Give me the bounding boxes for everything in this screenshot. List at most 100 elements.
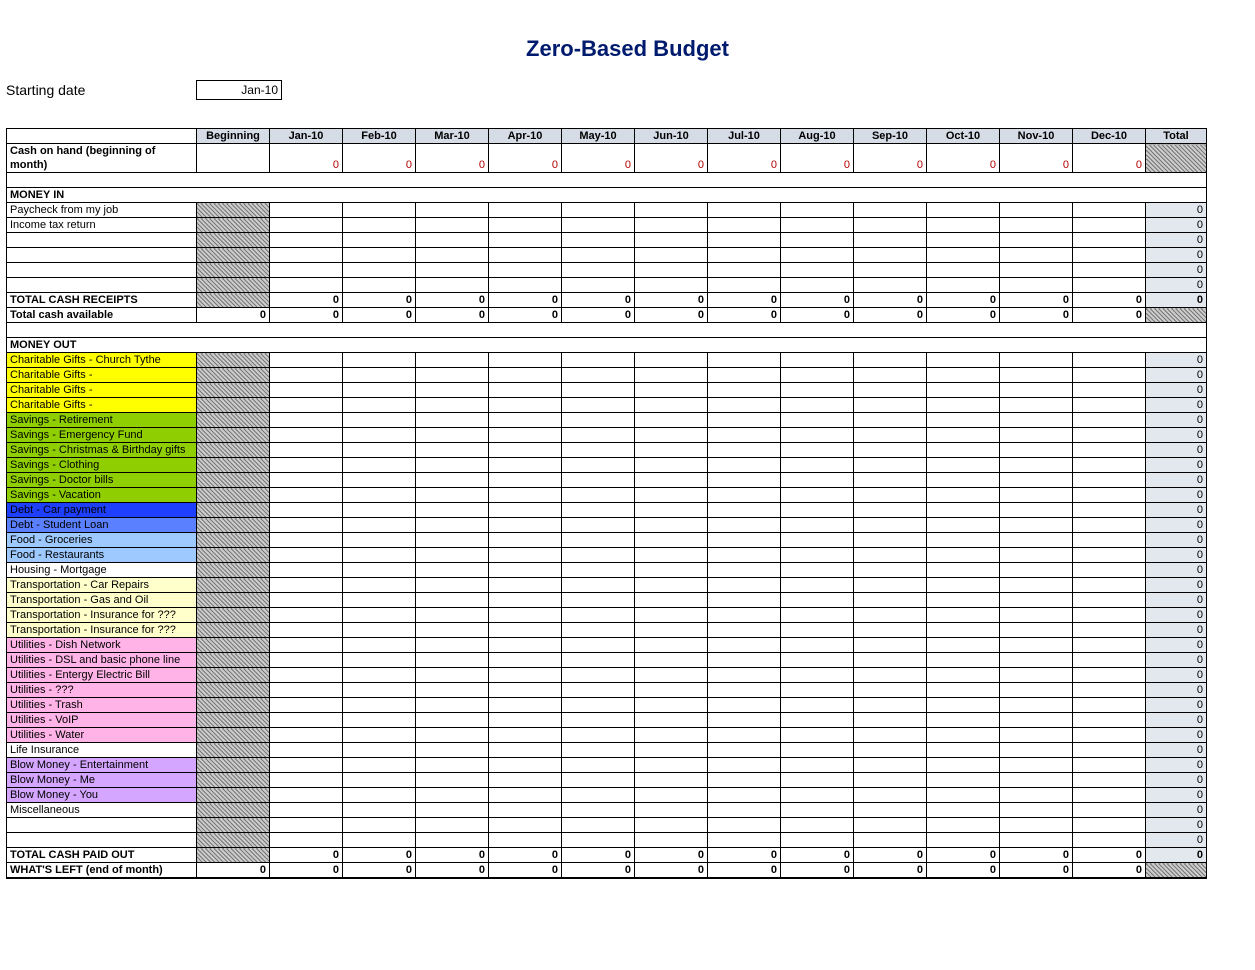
- cell-month[interactable]: [1000, 638, 1073, 653]
- cell-month[interactable]: [1000, 818, 1073, 833]
- cell-month[interactable]: [416, 788, 489, 803]
- cell-month[interactable]: [927, 563, 1000, 578]
- cell-month[interactable]: [1000, 653, 1073, 668]
- cell-month[interactable]: 0: [781, 293, 854, 308]
- cell-month[interactable]: [343, 518, 416, 533]
- cell-month[interactable]: [489, 488, 562, 503]
- cell-month[interactable]: [562, 398, 635, 413]
- row-label[interactable]: Blow Money - Me: [7, 773, 197, 788]
- cell-month[interactable]: [635, 488, 708, 503]
- cell-beginning[interactable]: [197, 383, 270, 398]
- cell-month[interactable]: [562, 413, 635, 428]
- cell-month[interactable]: [416, 653, 489, 668]
- cell-month[interactable]: [1073, 503, 1146, 518]
- cell-month[interactable]: [270, 233, 343, 248]
- cell-month[interactable]: [708, 818, 781, 833]
- cell-month[interactable]: [270, 458, 343, 473]
- cell-month[interactable]: [343, 413, 416, 428]
- cell-month[interactable]: [489, 518, 562, 533]
- cell-month[interactable]: [562, 833, 635, 848]
- row-label[interactable]: Paycheck from my job: [7, 203, 197, 218]
- cell-month[interactable]: [562, 278, 635, 293]
- cell-beginning[interactable]: [197, 638, 270, 653]
- cell-month[interactable]: [343, 203, 416, 218]
- cell-month[interactable]: [343, 428, 416, 443]
- cell-beginning[interactable]: [197, 773, 270, 788]
- cell-month[interactable]: [562, 638, 635, 653]
- row-label[interactable]: Savings - Christmas & Birthday gifts: [7, 443, 197, 458]
- cell-month[interactable]: [1073, 833, 1146, 848]
- row-label[interactable]: TOTAL CASH RECEIPTS: [7, 293, 197, 308]
- cell-month[interactable]: [927, 443, 1000, 458]
- cell-month[interactable]: [343, 368, 416, 383]
- cell-month[interactable]: [781, 563, 854, 578]
- cell-month[interactable]: [270, 248, 343, 263]
- cell-total[interactable]: 0: [1146, 503, 1207, 518]
- cell-month[interactable]: [781, 758, 854, 773]
- cell-month[interactable]: [416, 593, 489, 608]
- cell-month[interactable]: [489, 698, 562, 713]
- cell-month[interactable]: [562, 563, 635, 578]
- cell-month[interactable]: [489, 218, 562, 233]
- cell-month[interactable]: [854, 773, 927, 788]
- cell-month[interactable]: [489, 818, 562, 833]
- cell-month[interactable]: [1073, 518, 1146, 533]
- cell-month[interactable]: [416, 278, 489, 293]
- row-label[interactable]: [7, 233, 197, 248]
- cell-month[interactable]: [635, 503, 708, 518]
- row-label[interactable]: Transportation - Insurance for ???: [7, 623, 197, 638]
- cell-month[interactable]: 0: [416, 863, 489, 879]
- cell-month[interactable]: [1073, 263, 1146, 278]
- cell-month[interactable]: [781, 488, 854, 503]
- cell-month[interactable]: 0: [416, 848, 489, 863]
- cell-beginning[interactable]: [197, 653, 270, 668]
- cell-month[interactable]: [489, 248, 562, 263]
- cell-month[interactable]: 0: [1073, 293, 1146, 308]
- cell-month[interactable]: [708, 548, 781, 563]
- cell-month[interactable]: [854, 428, 927, 443]
- cell-beginning[interactable]: [197, 533, 270, 548]
- cell-month[interactable]: [489, 833, 562, 848]
- cell-month[interactable]: [708, 203, 781, 218]
- cell-month[interactable]: [562, 728, 635, 743]
- cell-month[interactable]: 0: [270, 863, 343, 879]
- cell-month[interactable]: [562, 788, 635, 803]
- cell-month[interactable]: [270, 278, 343, 293]
- cell-month[interactable]: [343, 593, 416, 608]
- cell-month[interactable]: [854, 488, 927, 503]
- cell-month[interactable]: [781, 728, 854, 743]
- cell-month[interactable]: 0: [635, 308, 708, 323]
- cell-month[interactable]: [270, 488, 343, 503]
- cell-month[interactable]: [854, 818, 927, 833]
- cell-month[interactable]: [927, 248, 1000, 263]
- cell-month[interactable]: [927, 413, 1000, 428]
- cell-month[interactable]: 0: [489, 293, 562, 308]
- cell-beginning[interactable]: [197, 233, 270, 248]
- cell-month[interactable]: [781, 458, 854, 473]
- cell-month[interactable]: [416, 203, 489, 218]
- cell-month[interactable]: [416, 443, 489, 458]
- cell-month[interactable]: [416, 383, 489, 398]
- cell-month[interactable]: [927, 503, 1000, 518]
- cell-month[interactable]: [1000, 473, 1073, 488]
- cell-month[interactable]: [854, 638, 927, 653]
- row-label[interactable]: Food - Groceries: [7, 533, 197, 548]
- cell-month[interactable]: [343, 473, 416, 488]
- cell-month[interactable]: [927, 728, 1000, 743]
- cell-month[interactable]: [781, 263, 854, 278]
- cell-month[interactable]: 0: [854, 144, 927, 173]
- cell-month[interactable]: [270, 353, 343, 368]
- cell-month[interactable]: [343, 563, 416, 578]
- cell-month[interactable]: [781, 578, 854, 593]
- cell-month[interactable]: [635, 593, 708, 608]
- cell-month[interactable]: [562, 233, 635, 248]
- cell-month[interactable]: [927, 653, 1000, 668]
- cell-month[interactable]: [343, 458, 416, 473]
- cell-month[interactable]: [562, 473, 635, 488]
- cell-month[interactable]: [854, 563, 927, 578]
- cell-month[interactable]: [343, 788, 416, 803]
- cell-month[interactable]: [708, 248, 781, 263]
- cell-total[interactable]: 0: [1146, 263, 1207, 278]
- cell-month[interactable]: 0: [270, 308, 343, 323]
- cell-month[interactable]: [489, 608, 562, 623]
